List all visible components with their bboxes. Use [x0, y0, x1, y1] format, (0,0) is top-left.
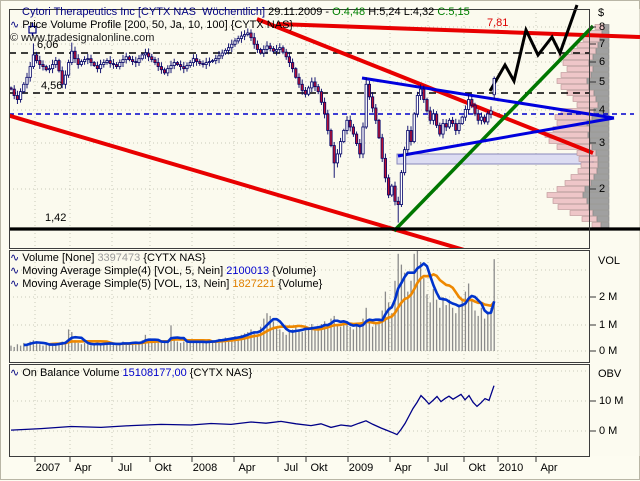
time-label-Okt: Okt [154, 462, 172, 474]
ma5-legend: ∿ Moving Average Simple(5) [VOL, 13, Nei… [10, 277, 323, 290]
obv-tick: 10 M [599, 395, 624, 407]
time-label-2007: 2007 [35, 462, 61, 474]
price-tick-2: 2 [599, 183, 606, 195]
volume-value: 3397473 [97, 252, 141, 264]
price-label-142: 1,42 [45, 212, 67, 224]
candlestick-icon [10, 5, 37, 36]
price-tick-5: 5 [599, 76, 606, 88]
volume-tick: 0 M [599, 345, 618, 357]
quote-low: L:4,32 [400, 5, 438, 18]
time-label-Apr: Apr [540, 462, 558, 474]
price-label-781: 7,81 [487, 17, 509, 29]
indicator-icon: ∿ [10, 264, 20, 277]
price-chart-panel[interactable] [9, 9, 589, 248]
price-label-606: 6,06 [37, 39, 59, 51]
obv-value: 15108177,00 [122, 367, 187, 379]
indicator-icon: ∿ [10, 251, 20, 264]
ma4-value: 2100013 [226, 265, 270, 277]
obv-legend: ∿ On Balance Volume 15108177,00 {CYTX NA… [10, 366, 253, 379]
price-tick-3: 3 [599, 137, 606, 149]
copyright-text: © www.tradesignalonline.com [10, 32, 155, 44]
time-label-Okt: Okt [468, 462, 486, 474]
volume-legend: ∿ Volume [None] 3397473 {CYTX NAS} [10, 251, 206, 264]
time-label-Jul: Jul [283, 462, 299, 474]
time-label-Jul: Jul [117, 462, 133, 474]
time-label-Okt: Okt [310, 462, 328, 474]
quote-date: 29.11.2009 [268, 5, 323, 18]
obv-chart-panel[interactable] [9, 364, 589, 456]
volume-tick: 2 M [599, 291, 618, 303]
time-label-Jul: Jul [433, 462, 449, 474]
price-tick-4: 4 [599, 104, 606, 116]
ma4-legend: ∿ Moving Average Simple(4) [VOL, 5, Nein… [10, 264, 317, 277]
price-axis-unit: $ [598, 7, 605, 19]
volume-axis-title: VOL [598, 255, 621, 267]
obv-tick: 0 M [599, 425, 618, 437]
price-label-456: 4,56 [41, 80, 63, 92]
ma5-value: 1827221 [232, 278, 276, 290]
time-label-Apr: Apr [394, 462, 412, 474]
quote-high: H:5,24 [365, 5, 401, 18]
volume-tick: 1 M [599, 319, 618, 331]
quote-close: C:5,15 [437, 5, 470, 18]
instrument-title: Cytori Therapeutics Inc [CYTX NAS Wöchen… [22, 5, 266, 18]
price-tick-8: 8 [599, 21, 606, 33]
quote-open: O:4,48 [332, 5, 366, 18]
copyright: © www.tradesignalonline.com [10, 32, 154, 44]
price-tick-6: 6 [599, 56, 606, 68]
obv-axis-title: OBV [598, 368, 622, 380]
volume-chart-panel[interactable] [9, 250, 589, 362]
indicator-icon: ∿ [10, 18, 20, 31]
indicator-icon: ∿ [10, 366, 20, 379]
time-label-2009: 2009 [348, 462, 374, 474]
time-label-Apr: Apr [238, 462, 256, 474]
price-tick-7: 7 [599, 38, 606, 50]
instrument-legend: Cytori Therapeutics Inc [CYTX NAS Wöchen… [10, 5, 470, 36]
time-label-2010: 2010 [498, 462, 524, 474]
time-label-2008: 2008 [192, 462, 218, 474]
pvp-legend-text: Price Volume Profile [200, 50, Ja, 10, 1… [22, 19, 294, 31]
time-label-Apr: Apr [74, 462, 92, 474]
pvp-legend: ∿ Price Volume Profile [200, 50, Ja, 10,… [10, 19, 293, 31]
indicator-icon: ∿ [10, 277, 20, 290]
